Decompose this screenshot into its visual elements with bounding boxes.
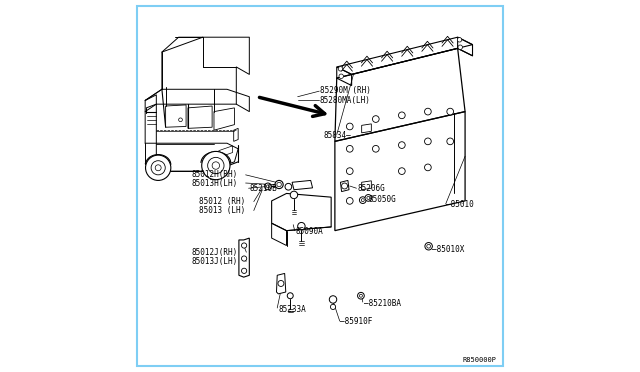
Text: 85290M (RH): 85290M (RH) xyxy=(320,86,371,94)
Circle shape xyxy=(291,191,298,199)
Text: 85090A: 85090A xyxy=(296,227,324,236)
Text: R850000P: R850000P xyxy=(463,357,497,363)
Text: 85012H(RH): 85012H(RH) xyxy=(191,170,238,179)
Text: —85010X: —85010X xyxy=(431,245,464,254)
Circle shape xyxy=(425,243,433,250)
Circle shape xyxy=(346,123,353,130)
Text: 85834—: 85834— xyxy=(324,131,351,140)
Circle shape xyxy=(266,185,269,188)
Circle shape xyxy=(399,142,405,148)
Circle shape xyxy=(330,304,335,310)
Circle shape xyxy=(339,74,344,78)
Circle shape xyxy=(264,183,271,190)
Text: 85013H(LH): 85013H(LH) xyxy=(191,179,238,188)
Circle shape xyxy=(427,244,431,248)
Circle shape xyxy=(151,161,165,175)
Circle shape xyxy=(342,183,348,189)
Circle shape xyxy=(330,296,337,303)
Circle shape xyxy=(399,168,405,174)
Text: 85013J(LH): 85013J(LH) xyxy=(191,257,238,266)
Circle shape xyxy=(346,168,353,174)
Circle shape xyxy=(207,157,224,174)
Circle shape xyxy=(372,145,379,152)
Circle shape xyxy=(346,145,353,152)
Circle shape xyxy=(179,118,182,122)
Circle shape xyxy=(156,165,161,171)
Circle shape xyxy=(212,162,220,169)
Text: —85910F: —85910F xyxy=(340,317,373,326)
Text: 85233A: 85233A xyxy=(278,305,306,314)
Circle shape xyxy=(399,112,405,119)
Circle shape xyxy=(447,108,454,115)
Circle shape xyxy=(424,108,431,115)
Circle shape xyxy=(358,292,364,299)
Circle shape xyxy=(372,116,379,122)
Circle shape xyxy=(367,196,370,199)
Circle shape xyxy=(241,256,246,261)
Circle shape xyxy=(275,180,283,189)
Circle shape xyxy=(298,222,305,230)
Circle shape xyxy=(241,243,246,248)
Circle shape xyxy=(287,293,293,299)
Circle shape xyxy=(365,195,372,201)
Circle shape xyxy=(278,280,284,286)
Circle shape xyxy=(346,198,353,204)
Text: —85210BA: —85210BA xyxy=(364,299,401,308)
Text: 85050G: 85050G xyxy=(369,195,396,203)
Circle shape xyxy=(362,199,364,202)
Circle shape xyxy=(277,182,282,187)
Circle shape xyxy=(457,38,461,42)
Text: 85013 (LH): 85013 (LH) xyxy=(199,206,245,215)
Text: 85280MA(LH): 85280MA(LH) xyxy=(320,96,371,105)
Circle shape xyxy=(360,197,366,203)
Text: 85206G: 85206G xyxy=(357,184,385,193)
Circle shape xyxy=(241,268,246,273)
Circle shape xyxy=(447,138,454,145)
Text: 85012 (RH): 85012 (RH) xyxy=(199,197,245,206)
Text: 85012J(RH): 85012J(RH) xyxy=(191,248,238,257)
Circle shape xyxy=(202,151,230,180)
Circle shape xyxy=(285,183,292,190)
Circle shape xyxy=(424,138,431,145)
Circle shape xyxy=(360,294,362,297)
Circle shape xyxy=(424,164,431,171)
Circle shape xyxy=(145,155,171,180)
Text: 85210B: 85210B xyxy=(250,184,277,193)
Text: —85010: —85010 xyxy=(447,200,474,209)
Circle shape xyxy=(458,45,463,49)
Circle shape xyxy=(338,67,342,71)
